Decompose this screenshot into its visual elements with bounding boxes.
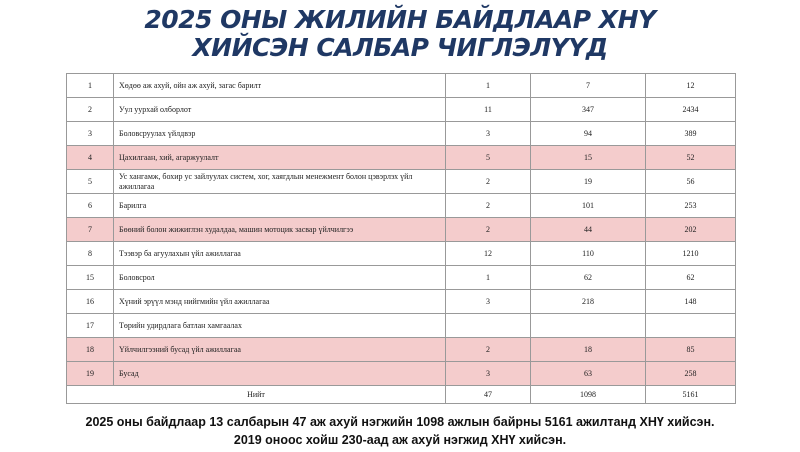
table-cell: 1 [445,73,531,98]
table-cell: 44 [530,217,646,242]
table-row: 8 Тээвэр ба агуулахын үйл ажиллагаа 12 110 1… [66,241,736,266]
table-cell: Ус хангамж, бохир ус зайлуулах систем, х… [113,169,446,194]
table-cell: 101 [530,193,646,218]
table-cell: 19 [66,361,114,386]
table-row: 1 Хөдөө аж ахуй, ойн аж ахуй, загас барил… [66,73,736,98]
table-cell: 202 [645,217,736,242]
title: 2025 ОНЫ ЖИЛИЙН БАЙДЛААР ХНҮ ХИЙСЭН САЛБ… [0,6,800,62]
table-cell: 8 [66,241,114,266]
total-cell: 5161 [645,385,736,404]
table-cell: 2 [445,193,531,218]
table-cell: Бусад [113,361,446,386]
table-cell: 1 [66,73,114,98]
footer-line: 2025 оны байдлаар 13 салбарын 47 аж ахуй… [85,415,715,429]
table-cell: 63 [530,361,646,386]
table-cell: 2434 [645,97,736,122]
table-cell: Төрийн удирдлага батлан хамгаалах [113,313,446,338]
table-cell: 15 [530,145,646,170]
table-cell: 3 [445,361,531,386]
table-row: 16 Хүний эрүүл мэнд нийгмийн үйл ажиллага… [66,289,736,314]
table-row: 15 Боловсрол 1 62 62 [66,265,736,290]
table-cell: 85 [645,337,736,362]
table-cell: Тээвэр ба агуулахын үйл ажиллагаа [113,241,446,266]
table-cell: 18 [66,337,114,362]
total-row: Нийт 47 1098 5161 [66,385,736,404]
table-row: 7 Бөөний болон жижиглэн худалдаа, машин м… [66,217,736,242]
table-cell: 148 [645,289,736,314]
table-row: 18 Үйлчилгээний бусад үйл ажиллагаа 2 18 85 [66,337,736,362]
table-cell: Хөдөө аж ахуй, ойн аж ахуй, загас барилт [113,73,446,98]
table-cell: 347 [530,97,646,122]
table-cell: Бөөний болон жижиглэн худалдаа, машин мо… [113,217,446,242]
table-cell: 1 [445,265,531,290]
table-cell: 2 [66,97,114,122]
table-cell: Боловсруулах үйлдвэр [113,121,446,146]
table-cell: 2 [445,217,531,242]
table-cell: 15 [66,265,114,290]
table-row: 5 Ус хангамж, бохир ус зайлуулах систем, … [66,169,736,194]
table-cell: 7 [66,217,114,242]
table-cell: 389 [645,121,736,146]
table-cell: 253 [645,193,736,218]
table-cell: 52 [645,145,736,170]
table-cell: 110 [530,241,646,266]
table-row: 19 Бусад 3 63 258 [66,361,736,386]
table-cell: 4 [66,145,114,170]
table-cell: 62 [645,265,736,290]
table-cell: 3 [445,121,531,146]
table-cell: Боловсрол [113,265,446,290]
table-cell: 3 [445,289,531,314]
table-row: 6 Барилга 2 101 253 [66,193,736,218]
table-cell: Цахилгаан, хий, агаржуулалт [113,145,446,170]
table-cell: 16 [66,289,114,314]
table-cell: Барилга [113,193,446,218]
table-cell: 7 [530,73,646,98]
table-cell: 62 [530,265,646,290]
table-cell: 11 [445,97,531,122]
table-row: 4 Цахилгаан, хий, агаржуулалт 5 15 52 [66,145,736,170]
table-cell: 5 [445,145,531,170]
table-cell: 12 [645,73,736,98]
title-line: 2025 ОНЫ ЖИЛИЙН БАЙДЛААР ХНҮ [144,5,656,34]
table-cell [530,313,646,338]
total-cell: 1098 [530,385,646,404]
table-cell [645,313,736,338]
table-row: 17 Төрийн удирдлага батлан хамгаалах [66,313,736,338]
table-cell: Уул уурхай олборлот [113,97,446,122]
table-cell: 2 [445,169,531,194]
table-row: 3 Боловсруулах үйлдвэр 3 94 389 [66,121,736,146]
table-cell: Үйлчилгээний бусад үйл ажиллагаа [113,337,446,362]
table-cell: 94 [530,121,646,146]
table-cell: 2 [445,337,531,362]
table-cell [445,313,531,338]
table-cell: 1210 [645,241,736,266]
footer-line: 2019 оноос хойш 230-аад аж ахуй нэгжид Х… [233,433,567,447]
footer: 2025 оны байдлаар 13 салбарын 47 аж ахуй… [0,413,800,449]
table-cell: 5 [66,169,114,194]
table-row: 2 Уул уурхай олборлот 11 347 2434 [66,97,736,122]
table-cell: 218 [530,289,646,314]
table-cell: 19 [530,169,646,194]
total-label: Нийт [66,385,446,404]
title-line: ХИЙСЭН САЛБАР ЧИГЛЭЛҮҮД [192,33,608,62]
table-cell: Хүний эрүүл мэнд нийгмийн үйл ажиллагаа [113,289,446,314]
table-cell: 18 [530,337,646,362]
table-cell: 17 [66,313,114,338]
table: 1 Хөдөө аж ахуй, ойн аж ахуй, загас барил… [66,73,736,404]
table-cell: 3 [66,121,114,146]
total-cell: 47 [445,385,531,404]
table-cell: 56 [645,169,736,194]
table-cell: 12 [445,241,531,266]
table-cell: 258 [645,361,736,386]
table-cell: 6 [66,193,114,218]
